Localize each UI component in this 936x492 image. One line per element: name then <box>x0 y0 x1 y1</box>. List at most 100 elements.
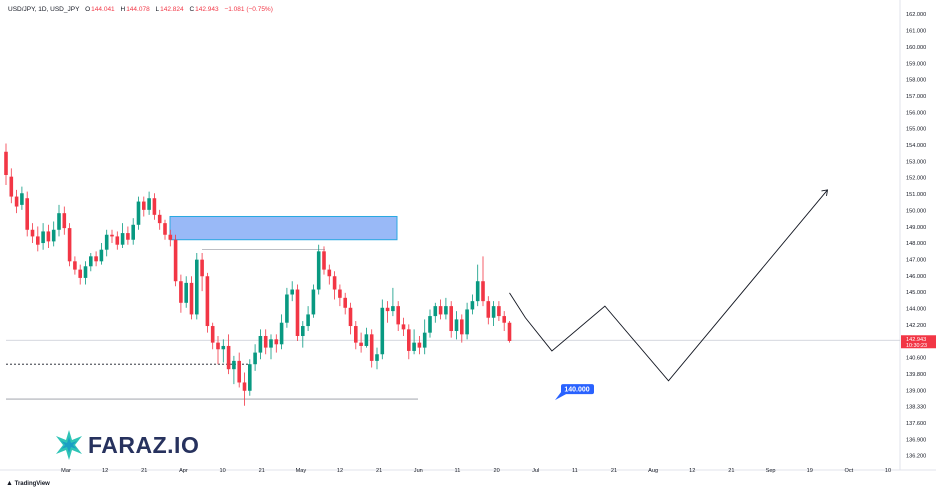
candle-body <box>306 314 310 327</box>
faraz-logo: FARAZ.IO <box>52 428 199 462</box>
time-tick-label: 19 <box>807 468 813 474</box>
candle-body <box>200 259 204 277</box>
candle-body <box>295 289 300 336</box>
candle-body <box>428 316 432 333</box>
price-tick-label: 160.000 <box>906 45 926 51</box>
candle-body <box>20 193 24 205</box>
candle-body <box>94 256 98 262</box>
candle-body <box>210 326 215 343</box>
target-label-pointer <box>555 392 566 401</box>
target-label-text: 140.000 <box>564 387 589 394</box>
candle-body <box>115 236 120 245</box>
candle-body <box>354 326 358 343</box>
low-value: 142.824 <box>160 6 184 13</box>
candle-body <box>62 213 67 229</box>
target-label-bg <box>561 384 594 395</box>
candle-body <box>237 360 241 383</box>
price-tick-label: 157.000 <box>906 94 926 100</box>
candle-body <box>396 306 400 325</box>
price-tick-label: 153.000 <box>906 159 926 165</box>
open-label: O <box>85 6 91 13</box>
candle-body <box>269 339 273 348</box>
chart-header: USD/JPY, 1D, USD_JPY O144.041 H144.078 L… <box>8 6 273 13</box>
candle-body <box>131 224 135 240</box>
time-tick-label: Oct <box>845 468 854 474</box>
candle-body <box>78 269 82 278</box>
low-label: L <box>155 6 160 13</box>
candle-body <box>189 282 194 315</box>
candle-body <box>449 306 453 332</box>
current-price-value: 142.943 <box>906 337 926 343</box>
open-value: 144.041 <box>91 6 115 13</box>
time-tick-label: 11 <box>572 468 578 474</box>
candle-body <box>168 234 173 240</box>
price-tick-label: 154.000 <box>906 143 926 149</box>
candle-body <box>221 345 226 350</box>
price-tick-label: 159.000 <box>906 61 926 67</box>
time-tick-label: Sep <box>766 468 776 474</box>
time-tick-label: 11 <box>455 468 461 474</box>
candle-body <box>285 294 289 323</box>
candle-body <box>263 335 268 348</box>
candle-body <box>157 214 162 224</box>
price-tick-label: 148.000 <box>906 241 926 247</box>
candle-body <box>46 231 51 242</box>
candle-body <box>25 198 29 230</box>
time-tick-label: 21 <box>611 468 617 474</box>
candle-body <box>465 309 469 335</box>
price-tick-label: 161.000 <box>906 29 926 35</box>
price-tick-label: 138.330 <box>906 405 926 411</box>
candle-body <box>433 306 438 317</box>
candle-body <box>444 306 448 315</box>
candle-body <box>311 289 316 315</box>
candle-body <box>242 382 247 391</box>
candle-body <box>83 266 88 278</box>
time-tick-label: 12 <box>102 468 108 474</box>
price-tick-label: 140.600 <box>906 356 926 362</box>
candle-body <box>316 251 321 290</box>
time-tick-label: 10 <box>885 468 891 474</box>
candle-body <box>14 196 19 207</box>
candle-body <box>343 297 347 308</box>
price-tick-label: 149.000 <box>906 225 926 231</box>
current-price-badge <box>901 335 936 349</box>
candle-body <box>99 249 104 262</box>
candle-body <box>412 342 416 351</box>
price-tick-label: 139.000 <box>906 388 926 394</box>
high-label: H <box>120 6 126 13</box>
candle-body <box>407 329 411 351</box>
time-tick-label: Jun <box>414 468 423 474</box>
change-value: −1.081 (−0.75%) <box>224 6 273 13</box>
candle-body <box>195 259 199 315</box>
tradingview-label: TradingView <box>14 481 50 487</box>
candle-body <box>290 289 294 295</box>
time-tick-label: Aug <box>648 468 658 474</box>
candle-body <box>216 342 220 350</box>
candle-body <box>173 239 178 282</box>
candle-body <box>348 307 353 327</box>
price-tick-label: 151.000 <box>906 192 926 198</box>
price-tick-label: 137.600 <box>906 421 926 427</box>
projection-arrowhead <box>821 189 829 197</box>
candle-body <box>9 176 14 197</box>
candle-body <box>385 307 390 312</box>
time-tick-label: 12 <box>337 468 343 474</box>
price-tick-label: 145.000 <box>906 290 926 296</box>
supply-zone <box>169 215 398 241</box>
candle-body <box>205 276 210 327</box>
candle-body <box>120 233 125 245</box>
candle-body <box>89 256 93 267</box>
time-tick-label: 12 <box>689 468 695 474</box>
candle-body <box>417 342 422 348</box>
candle-body <box>375 354 379 361</box>
faraz-logo-icon <box>56 430 82 460</box>
symbol-label: USD/JPY, 1D, USD_JPY <box>8 6 80 13</box>
candle-body <box>41 231 45 244</box>
time-tick-label: 21 <box>376 468 382 474</box>
candle-body <box>67 228 72 262</box>
candle-body <box>438 306 443 315</box>
price-tick-label: 152.000 <box>906 176 926 182</box>
price-tick-label: 150.000 <box>906 208 926 214</box>
close-value: 142.943 <box>195 6 219 13</box>
price-tick-label: 162.000 <box>906 12 926 18</box>
